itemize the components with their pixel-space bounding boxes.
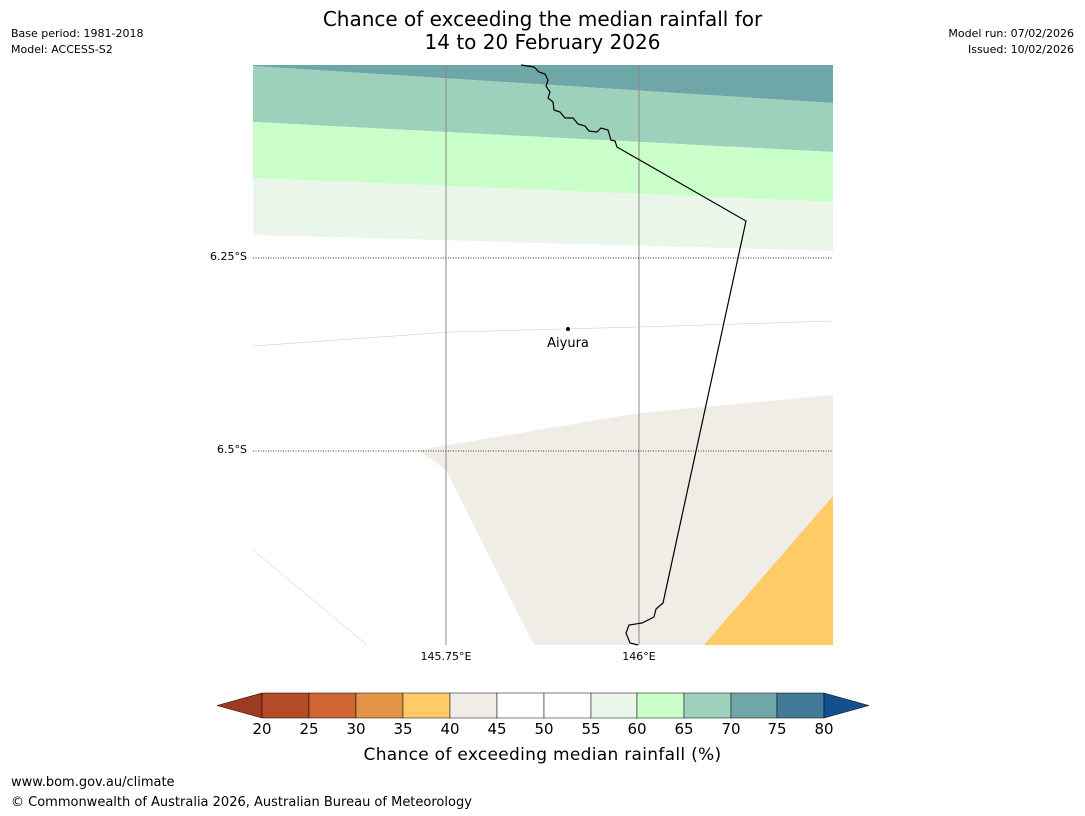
colorbar-seg-30-35 [355,692,404,719]
colorbar-tick: 80 [814,720,834,738]
contour-line-sw [252,549,368,646]
colorbar-tick: 25 [299,720,319,738]
colorbar-tick: 65 [674,720,694,738]
model-text: Model: ACCESS-S2 [11,43,113,56]
colorbar-seg-40-45 [449,692,498,719]
band-40-45 [418,395,833,645]
lon-label-145-75: 145.75°E [420,650,472,663]
model-run-text: Model run: 07/02/2026 [948,27,1074,40]
colorbar-seg-70-75 [730,692,778,719]
map-title: Chance of exceeding the median rainfall … [0,8,1085,54]
band-60-65 [253,122,833,202]
border-line [520,64,747,646]
issued-text: Issued: 10/02/2026 [967,43,1074,56]
colorbar [216,692,870,719]
graticule [253,65,833,645]
band-70-75 [253,65,833,103]
colorbar-seg-60-65 [636,692,685,719]
colorbar-tick: 35 [393,720,413,738]
colorbar-seg-55-60 [590,692,638,719]
lat-label-6-25: 6.25°S [210,250,247,263]
colorbar-seg-35-40 [402,692,451,719]
colorbar-seg-75-80 [776,692,825,719]
colorbar-seg-50-55 [543,692,592,719]
colorbar-tick: 50 [534,720,554,738]
lon-label-146: 146°E [622,650,656,663]
colorbar-tick: 20 [252,720,272,738]
footer-copyright: © Commonwealth of Australia 2026, Austra… [11,795,472,810]
colorbar-tick: 75 [767,720,787,738]
colorbar-seg-20-25 [261,692,310,719]
meta-left: Base period: 1981-2018 Model: ACCESS-S2 [11,26,143,58]
colorbar-title: Chance of exceeding median rainfall (%) [363,745,722,765]
footer-url[interactable]: www.bom.gov.au/climate [11,775,175,790]
meta-right: Model run: 07/02/2026 Issued: 10/02/2026 [948,26,1074,58]
colorbar-tick: 60 [627,720,647,738]
contour-line [252,320,834,347]
colorbar-seg-45-50 [496,692,545,719]
colorbar-tick: 55 [581,720,601,738]
colorbar-seg-25-30 [308,692,357,719]
lat-label-6-5: 6.5°S [217,443,247,456]
colorbar-tick: 70 [721,720,741,738]
band-35-40 [704,496,833,645]
probability-shading [252,65,834,646]
colorbar-tick: 45 [487,720,507,738]
colorbar-extend-low [216,692,263,719]
colorbar-tick: 30 [346,720,366,738]
base-period-text: Base period: 1981-2018 [11,27,144,40]
colorbar-tick: 40 [440,720,460,738]
title-line-1: Chance of exceeding the median rainfall … [322,7,763,31]
band-65-70 [253,66,833,152]
place-label-aiyura: Aiyura [547,336,589,351]
band-55-60 [253,178,833,251]
aiyura-marker [566,327,570,331]
colorbar-seg-65-70 [683,692,732,719]
title-line-2: 14 to 20 February 2026 [424,30,661,54]
colorbar-extend-high [823,692,870,719]
